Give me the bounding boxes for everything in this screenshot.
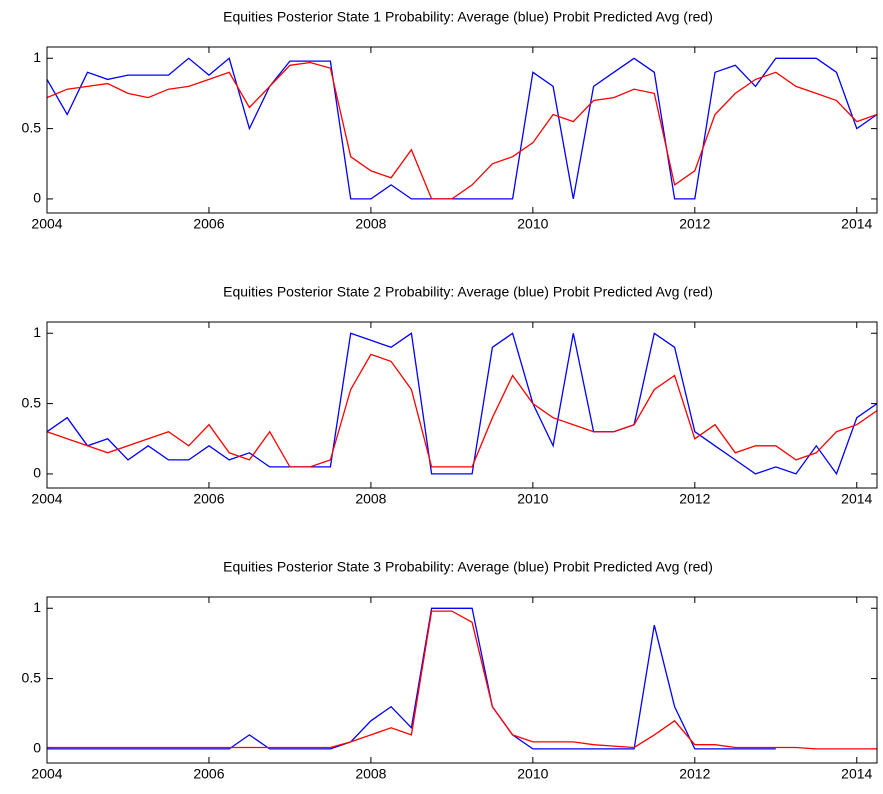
- y-tick-label: 1: [33, 324, 41, 340]
- y-tick-label: 1: [33, 599, 41, 615]
- y-tick-label: 0: [33, 190, 41, 206]
- plot-area: [47, 322, 877, 488]
- x-tick-label: 2006: [193, 766, 224, 782]
- x-tick-label: 2014: [841, 766, 872, 782]
- y-tick-label: 0: [33, 465, 41, 481]
- x-tick-label: 2008: [355, 766, 386, 782]
- series-line: [47, 610, 877, 750]
- axes-box: [46, 596, 878, 764]
- x-tick-label: 2006: [193, 491, 224, 507]
- x-tick-label: 2004: [31, 766, 62, 782]
- series-line: [47, 607, 776, 750]
- y-tick-label: 0: [33, 740, 41, 756]
- x-tick-label: 2008: [355, 491, 386, 507]
- chart-title: Equities Posterior State 1 Probability: …: [223, 9, 713, 25]
- x-tick-label: 2010: [517, 766, 548, 782]
- plot-area: [47, 597, 877, 763]
- axes-box: [46, 321, 878, 489]
- chart-title: Equities Posterior State 3 Probability: …: [223, 559, 713, 575]
- y-tick-label: 0.5: [22, 669, 42, 685]
- x-tick-label: 2014: [841, 491, 872, 507]
- chart-title: Equities Posterior State 2 Probability: …: [223, 284, 713, 300]
- plot-area: [47, 47, 877, 213]
- x-tick-label: 2012: [679, 216, 710, 232]
- series-line: [46, 353, 878, 468]
- x-tick-label: 2006: [193, 216, 224, 232]
- x-tick-label: 2008: [355, 216, 386, 232]
- x-tick-label: 2014: [841, 216, 872, 232]
- axes-box: [46, 46, 878, 214]
- y-tick-label: 0.5: [22, 394, 42, 410]
- y-tick-label: 0.5: [22, 119, 42, 135]
- x-tick-label: 2004: [31, 491, 62, 507]
- series-line: [46, 61, 878, 200]
- series-line: [46, 332, 878, 476]
- series-line: [46, 57, 878, 200]
- x-tick-label: 2010: [517, 216, 548, 232]
- y-tick-label: 1: [33, 49, 41, 65]
- x-tick-label: 2010: [517, 491, 548, 507]
- x-tick-label: 2012: [679, 491, 710, 507]
- x-tick-label: 2004: [31, 216, 62, 232]
- x-tick-label: 2012: [679, 766, 710, 782]
